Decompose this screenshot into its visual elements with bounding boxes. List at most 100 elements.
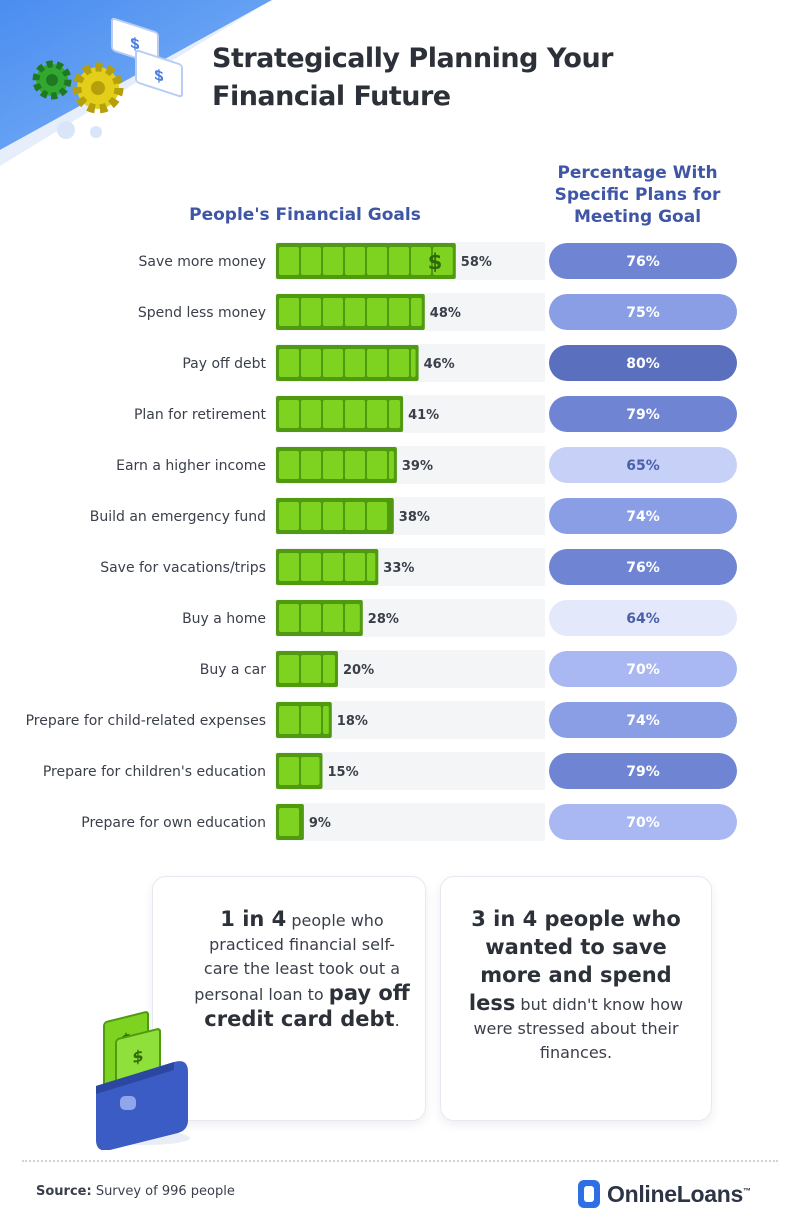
bar-segment xyxy=(345,298,365,326)
plan-pill xyxy=(549,600,737,636)
bar-segment xyxy=(323,604,343,632)
source-text: Survey of 996 people xyxy=(91,1184,235,1199)
goal-value: 48% xyxy=(430,306,461,321)
plan-value: 65% xyxy=(626,458,660,474)
callout-stress-body: but didn't know how were stressed about … xyxy=(473,995,684,1062)
bar-segment xyxy=(279,502,299,530)
bar-segment xyxy=(389,247,409,275)
goal-label: Build an emergency fund xyxy=(90,509,266,525)
brand-trademark: ™ xyxy=(743,1185,751,1195)
dollar-icon: $ xyxy=(428,250,443,274)
callout-loans-stat: 1 in 4 xyxy=(220,907,287,931)
dollar-bill-icon: $ $ xyxy=(111,17,183,98)
title-line-1: Strategically Planning Your xyxy=(212,43,614,74)
bar-segment xyxy=(367,247,387,275)
brand-name: OnlineLoans™ xyxy=(607,1181,751,1208)
bar-segment xyxy=(411,247,431,275)
bar-segment xyxy=(301,706,321,734)
bar-segment xyxy=(279,349,299,377)
plan-pill xyxy=(549,294,737,330)
bar-segment xyxy=(367,502,387,530)
svg-text:$: $ xyxy=(154,65,164,86)
plan-pill xyxy=(549,243,737,279)
svg-text:$: $ xyxy=(132,1046,143,1067)
plan-value: 79% xyxy=(626,764,660,780)
bar-segment xyxy=(323,247,343,275)
bar-segment xyxy=(389,349,409,377)
callout-card-loans: 1 in 4 people who practiced financial se… xyxy=(152,876,426,1121)
plan-value: 74% xyxy=(626,713,660,729)
plan-pill xyxy=(549,651,737,687)
callout-stress-stat: 3 in 4 people who wanted to save more an… xyxy=(468,907,681,1015)
bar-segment xyxy=(345,451,365,479)
plan-value: 80% xyxy=(626,356,660,372)
bar-segment xyxy=(345,349,365,377)
goal-label: Save for vacations/trips xyxy=(100,560,266,576)
bar-segment xyxy=(301,298,321,326)
bar-segment xyxy=(345,400,365,428)
goal-label: Prepare for children's education xyxy=(43,764,266,780)
plan-pill xyxy=(549,345,737,381)
bar-segment xyxy=(323,553,343,581)
onlineloans-logo-icon xyxy=(578,1180,600,1208)
plan-value: 74% xyxy=(626,509,660,525)
wallet-icon: $ $ xyxy=(96,1011,190,1150)
goal-label: Save more money xyxy=(138,254,266,270)
bar-segment xyxy=(323,655,335,683)
goal-label: Prepare for child-related expenses xyxy=(26,713,266,729)
bar-segment xyxy=(323,400,343,428)
bar-segment xyxy=(323,298,343,326)
plan-pill xyxy=(549,753,737,789)
bar-segment xyxy=(301,247,321,275)
goal-label: Plan for retirement xyxy=(134,407,267,423)
plan-value: 70% xyxy=(626,662,660,678)
plan-pill xyxy=(549,498,737,534)
bar-segment xyxy=(301,655,321,683)
bar-segment xyxy=(279,808,299,836)
bar-segment xyxy=(345,604,360,632)
plan-pill xyxy=(549,804,737,840)
plans-column-header: Percentage With Specific Plans for Meeti… xyxy=(545,162,730,228)
plans-header-line-1: Percentage With xyxy=(557,163,718,183)
bar-segment xyxy=(279,553,299,581)
bar-segment xyxy=(301,604,321,632)
bar-segment xyxy=(279,298,299,326)
goal-value: 15% xyxy=(328,765,359,780)
bar-segment xyxy=(301,400,321,428)
goal-value: 38% xyxy=(399,510,430,525)
goal-label: Earn a higher income xyxy=(116,458,266,474)
callout-stress-text: 3 in 4 people who wanted to save more an… xyxy=(459,905,693,1065)
plan-pill xyxy=(549,396,737,432)
bar-segment xyxy=(301,553,321,581)
goal-value: 9% xyxy=(309,816,331,831)
goal-label: Spend less money xyxy=(138,305,266,321)
goal-value: 58% xyxy=(461,255,492,270)
bar-segment xyxy=(389,298,409,326)
goals-column-header: People's Financial Goals xyxy=(189,205,421,225)
header-illustration: $ $ xyxy=(0,0,272,166)
goal-value: 33% xyxy=(383,561,414,576)
callout-loans-text: 1 in 4 people who practiced financial se… xyxy=(193,907,411,1033)
bar-segment xyxy=(279,247,299,275)
bar-segment xyxy=(323,349,343,377)
bar-segment xyxy=(411,298,422,326)
bar-segment xyxy=(279,451,299,479)
bar-segment xyxy=(279,706,299,734)
bar-track xyxy=(275,803,545,841)
bar-segment xyxy=(367,553,376,581)
bar-segment xyxy=(367,400,387,428)
bar-segment xyxy=(301,757,320,785)
plan-value: 64% xyxy=(626,611,660,627)
bar-segment xyxy=(389,451,394,479)
plan-pill xyxy=(549,447,737,483)
callout-card-stress: 3 in 4 people who wanted to save more an… xyxy=(440,876,712,1121)
goal-label: Pay off debt xyxy=(182,356,266,372)
bar-segment xyxy=(301,451,321,479)
goal-value: 18% xyxy=(337,714,368,729)
plan-value: 70% xyxy=(626,815,660,831)
bar-segment xyxy=(301,502,321,530)
svg-text:$: $ xyxy=(130,33,140,54)
brand-logo[interactable]: OnlineLoans™ xyxy=(577,1177,751,1211)
goal-value: 39% xyxy=(402,459,433,474)
bar-segment xyxy=(323,502,343,530)
